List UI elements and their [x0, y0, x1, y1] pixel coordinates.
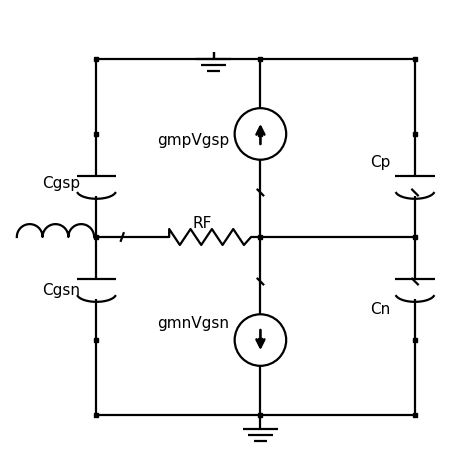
Text: Cn: Cn: [371, 302, 391, 317]
Text: Cgsp: Cgsp: [43, 176, 81, 191]
Text: Cgsn: Cgsn: [43, 283, 81, 298]
Text: gmpVgsp: gmpVgsp: [157, 134, 229, 148]
Text: Cp: Cp: [371, 155, 391, 170]
Text: RF: RF: [192, 217, 212, 231]
Text: gmnVgsn: gmnVgsn: [157, 316, 229, 331]
